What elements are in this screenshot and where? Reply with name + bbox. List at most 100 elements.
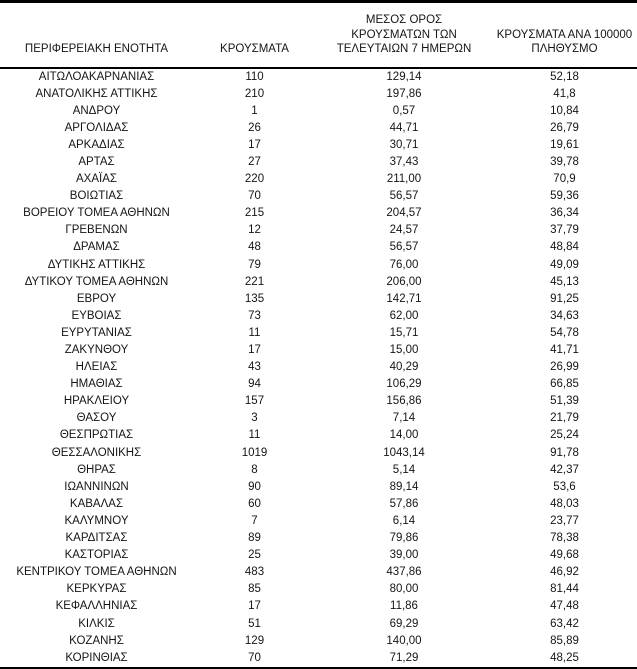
cell-avg-7day: 15,00 [389,344,419,356]
cell-per-100k: 78,38 [550,532,579,545]
cell-per-100k: 41,71 [550,344,579,356]
cell-avg-7day: 106,29 [386,378,422,391]
cell-avg-7day: 44,71 [389,121,419,134]
cell-cases: 1 [251,104,258,117]
cell-cases: 27 [248,155,261,168]
cell-cases: 89 [248,532,261,545]
cell-cases: 43 [248,361,261,374]
cell-per-100k: 81,44 [550,583,579,596]
cell-cases: 94 [248,378,261,391]
cell-region: ΚΑΛΥΜΝΟΥ [64,514,129,527]
cell-cases: 7 [251,514,258,527]
cell-cases: 483 [244,566,265,579]
cell-cases: 135 [244,292,265,305]
cell-cases: 90 [248,480,261,493]
table-row: ΒΟΡΕΙΟΥ ΤΟΜΕΑ ΑΘΗΝΩΝ 215 204,57 36,34 [0,205,637,222]
cell-per-100k: 49,68 [550,549,579,562]
cell-avg-7day: 79,86 [389,532,419,545]
cell-cases: 51 [248,617,261,630]
table-row: ΚΑΣΤΟΡΙΑΣ 25 39,00 49,68 [0,547,637,564]
cell-avg-7day: 206,00 [386,275,422,288]
cell-per-100k: 34,63 [550,309,579,322]
cell-avg-7day: 56,57 [389,241,419,254]
cell-region: ΘΕΣΠΡΩΤΙΑΣ [59,429,134,442]
cell-cases: 1019 [241,446,268,459]
column-header-cases: ΚΡΟΥΣΜΑΤΑ [220,43,289,55]
cell-per-100k: 52,18 [550,70,579,83]
cell-cases: 48 [248,241,261,254]
column-header-avg-7day: ΜΕΣΟΣ ΟΡΟΣ ΚΡΟΥΣΜΑΤΩΝ ΤΩΝ ΤΕΛΕΥΤΑΙΩΝ 7 Η… [336,14,472,55]
cell-cases: 110 [245,70,264,83]
cell-region: ΚΟΡΙΝΘΙΑΣ [65,651,128,664]
cell-region: ΔΡΑΜΑΣ [73,241,120,254]
cell-per-100k: 49,09 [550,258,579,271]
cell-cases: 129 [244,634,265,647]
cell-avg-7day: 37,43 [389,155,419,168]
cell-per-100k: 48,84 [550,241,579,254]
cell-avg-7day: 140,00 [386,634,422,647]
cell-cases: 73 [248,309,261,322]
cell-avg-7day: 80,00 [389,583,419,596]
cell-avg-7day: 204,57 [386,207,422,220]
cell-avg-7day: 1043,14 [383,446,425,459]
cell-cases: 3 [251,412,258,425]
table-row: ΘΕΣΠΡΩΤΙΑΣ 11 14,00 25,24 [0,427,637,444]
cell-region: ΕΥΡΥΤΑΝΙΑΣ [61,326,132,339]
cell-per-100k: 10,84 [550,104,579,117]
cell-region: ΗΡΑΚΛΕΙΟΥ [63,395,130,408]
cell-cases: 215 [244,207,265,220]
table-row: ΚΑΒΑΛΑΣ 60 57,86 48,03 [0,496,637,513]
cell-region: ΘΗΡΑΣ [77,463,116,476]
table-row: ΕΥΒΟΙΑΣ 73 62,00 34,63 [0,308,637,325]
cell-per-100k: 91,78 [550,446,579,459]
cell-per-100k: 63,42 [550,617,579,630]
cell-cases: 17 [248,344,261,356]
table-row: ΕΒΡΟΥ 135 142,71 91,25 [0,291,637,308]
table-row: ΙΩΑΝΝΙΝΩΝ 90 89,14 53,6 [0,479,637,496]
cell-region: ΚΕΦΑΛΛΗΝΙΑΣ [55,600,138,613]
cell-region: ΕΒΡΟΥ [76,292,117,305]
header-row: ΠΕΡΙΦΕΡΕΙΑΚΗ ΕΝΟΤΗΤΑ ΚΡΟΥΣΜΑΤΑ ΜΕΣΟΣ ΟΡΟ… [0,2,637,68]
cell-per-100k: 45,13 [550,275,579,288]
table-row: ΑΡΓΟΛΙΔΑΣ 26 44,71 26,79 [0,120,637,137]
cell-per-100k: 21,79 [550,412,579,425]
cell-region: ΑΝΔΡΟΥ [72,104,121,117]
column-header-region: ΠΕΡΙΦΕΡΕΙΑΚΗ ΕΝΟΤΗΤΑ [24,43,169,55]
cell-per-100k: 46,92 [550,566,579,579]
cell-cases: 157 [244,395,265,408]
table-row: ΗΜΑΘΙΑΣ 94 106,29 66,85 [0,376,637,393]
cell-per-100k: 36,34 [550,207,579,220]
cell-avg-7day: 71,29 [389,651,419,664]
cell-region: ΗΛΕΙΑΣ [75,361,118,374]
cell-per-100k: 47,48 [550,600,579,613]
cell-per-100k: 59,36 [550,190,579,203]
cell-avg-7day: 30,71 [389,138,419,151]
cell-avg-7day: 76,00 [389,258,419,271]
table-header: ΠΕΡΙΦΕΡΕΙΑΚΗ ΕΝΟΤΗΤΑ ΚΡΟΥΣΜΑΤΑ ΜΕΣΟΣ ΟΡΟ… [0,2,637,68]
cell-avg-7day: 211,00 [386,173,422,186]
table-row: ΔΥΤΙΚΗΣ ΑΤΤΙΚΗΣ 79 76,00 49,09 [0,257,637,274]
cell-per-100k: 48,03 [550,497,579,510]
cell-cases: 11 [248,429,261,442]
cell-avg-7day: 7,14 [392,412,416,425]
table-row: ΘΑΣΟΥ 3 7,14 21,79 [0,410,637,427]
cell-avg-7day: 6,14 [392,514,416,527]
cell-region: ΒΟΡΕΙΟΥ ΤΟΜΕΑ ΑΘΗΝΩΝ [23,207,170,220]
table-row: ΔΡΑΜΑΣ 48 56,57 48,84 [0,239,637,256]
cell-cases: 221 [244,275,265,288]
cell-region: ΑΙΤΩΛΟΑΚΑΡΝΑΝΙΑΣ [38,70,155,83]
table-row: ΓΡΕΒΕΝΩΝ 12 24,57 37,79 [0,222,637,239]
table-row: ΕΥΡΥΤΑΝΙΑΣ 11 15,71 54,78 [0,325,637,342]
cell-avg-7day: 24,57 [389,224,419,237]
cell-region: ΓΡΕΒΕΝΩΝ [65,224,128,237]
cell-avg-7day: 69,29 [389,617,419,630]
cell-per-100k: 42,37 [550,463,579,476]
column-header-per-100k: ΚΡΟΥΣΜΑΤΑ ΑΝΑ 100000 ΠΛΗΘΥΣΜΟ [496,28,633,56]
table-row: ΘΕΣΣΑΛΟΝΙΚΗΣ 1019 1043,14 91,78 [0,445,637,462]
cell-avg-7day: 11,86 [390,600,418,613]
cell-cases: 220 [244,173,265,186]
cell-region: ΚΕΡΚΥΡΑΣ [66,583,127,596]
cell-avg-7day: 15,71 [389,326,419,339]
